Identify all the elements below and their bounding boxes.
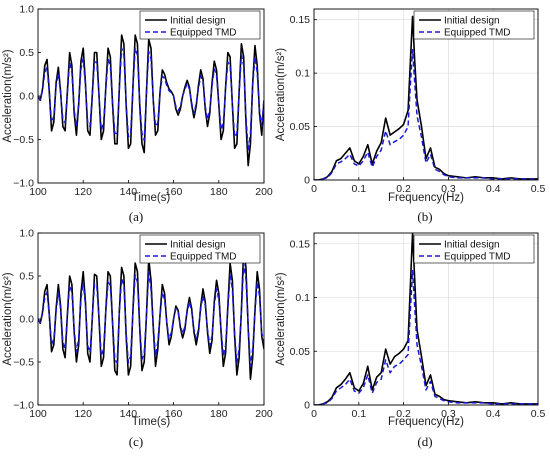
legend-label-equipped-tmd: Equipped TMD	[170, 252, 237, 263]
legend-label-initial-design: Initial design	[170, 240, 226, 251]
x-tick-label: 160	[165, 408, 183, 420]
series-line-initial-design	[38, 247, 264, 380]
x-tick-label: 100	[29, 408, 47, 420]
series-line-equipped-tmd	[314, 48, 538, 180]
y-tick-label: −0.5	[13, 134, 34, 146]
x-axis-label: Time(s)	[132, 416, 171, 428]
y-tick-label: 0.1	[295, 292, 310, 304]
x-tick-label: 0	[311, 408, 317, 420]
y-tick-label: 0.05	[290, 121, 311, 133]
x-tick-label: 0.2	[396, 183, 411, 195]
y-axis-label: Acceleration(m/s²)	[2, 49, 14, 142]
x-tick-label: 0.4	[486, 408, 501, 420]
legend-box	[139, 234, 261, 264]
x-tick-label: 100	[29, 186, 47, 198]
x-tick-label: 180	[210, 186, 228, 198]
chart-panel-3: 100 120 140 160 180 200 −1.0 −0.5 0.0 0.5 1.0 Time(…	[2, 228, 273, 450]
x-tick-label: 120	[74, 408, 92, 420]
legend-label-equipped-tmd: Equipped TMD	[170, 28, 237, 39]
legend-label-initial-design: Initial design	[444, 240, 500, 251]
x-tick-label: 0.5	[531, 183, 546, 195]
y-tick-label: 0.0	[19, 314, 34, 326]
y-tick-label: −0.5	[13, 357, 34, 369]
y-tick-label: 0.15	[290, 238, 311, 250]
series-line-initial-design	[314, 15, 538, 180]
legend-label-equipped-tmd: Equipped TMD	[444, 252, 511, 263]
x-tick-label: 160	[165, 186, 183, 198]
chart-panel-4: 0 0.1 0.2 0.3 0.4 0.5 0 0.05 0.1 0.15 Frequency(Hz…	[275, 232, 546, 449]
legend-box	[413, 234, 535, 264]
y-tick-label: 1.0	[19, 228, 34, 240]
series-line-equipped-tmd	[314, 269, 538, 405]
legend-label-initial-design: Initial design	[444, 16, 500, 27]
x-tick-label: 0.1	[351, 183, 366, 195]
series-line-equipped-tmd	[38, 263, 264, 368]
x-tick-label: 180	[210, 408, 228, 420]
y-tick-label: 0.15	[290, 14, 311, 26]
x-tick-label: 120	[74, 186, 92, 198]
x-tick-label: 0.1	[351, 408, 366, 420]
x-axis-label: Frequency(Hz)	[388, 192, 464, 204]
chart-panel-1: 100 120 140 160 180 200 −1.0 −0.5 0.0 0.5 1.0 Time(…	[2, 4, 273, 225]
legend-label-initial-design: Initial design	[170, 16, 226, 27]
y-axis-label: Acceleration(m/s²)	[275, 48, 287, 141]
x-tick-label: 0.3	[441, 408, 456, 420]
y-tick-label: 0.05	[290, 346, 311, 358]
legend-label-equipped-tmd: Equipped TMD	[444, 28, 511, 39]
x-axis-label: Frequency(Hz)	[388, 416, 464, 428]
series-line-equipped-tmd	[38, 47, 264, 151]
x-tick-label: 140	[120, 186, 138, 198]
x-tick-label: 0.3	[441, 183, 456, 195]
y-tick-label: 0.0	[19, 91, 34, 103]
y-tick-label: −1.0	[13, 400, 34, 412]
y-tick-label: 1.0	[19, 4, 34, 16]
panel-label: (b)	[417, 209, 432, 224]
panel-label: (d)	[417, 434, 432, 449]
y-tick-label: 0.5	[19, 271, 34, 283]
legend-box	[413, 10, 535, 40]
y-tick-label: 0.1	[295, 68, 310, 80]
x-tick-label: 0.5	[531, 408, 546, 420]
x-tick-label: 0.4	[486, 183, 501, 195]
y-tick-label: 0.5	[19, 47, 34, 59]
panel-label: (c)	[129, 434, 143, 449]
y-axis-label: Acceleration(m/s²)	[2, 272, 14, 365]
x-axis-label: Time(s)	[132, 192, 171, 204]
x-tick-label: 200	[255, 408, 273, 420]
y-axis-label: Acceleration(m/s²)	[275, 272, 287, 365]
x-tick-label: 0.2	[396, 408, 411, 420]
x-tick-label: 0	[311, 183, 317, 195]
plot-frame	[313, 232, 539, 406]
y-tick-label: 0	[304, 175, 310, 187]
y-tick-label: 0	[304, 400, 310, 412]
panel-label: (a)	[129, 209, 143, 224]
x-tick-label: 200	[255, 186, 273, 198]
series-line-initial-design	[38, 34, 264, 167]
y-tick-label: −1.0	[13, 178, 34, 190]
chart-panel-2: 0 0.1 0.2 0.3 0.4 0.5 0 0.05 0.1 0.15 Frequency(Hz…	[275, 8, 546, 224]
x-tick-label: 140	[120, 408, 138, 420]
plot-frame	[313, 8, 539, 181]
legend-box	[139, 10, 261, 40]
